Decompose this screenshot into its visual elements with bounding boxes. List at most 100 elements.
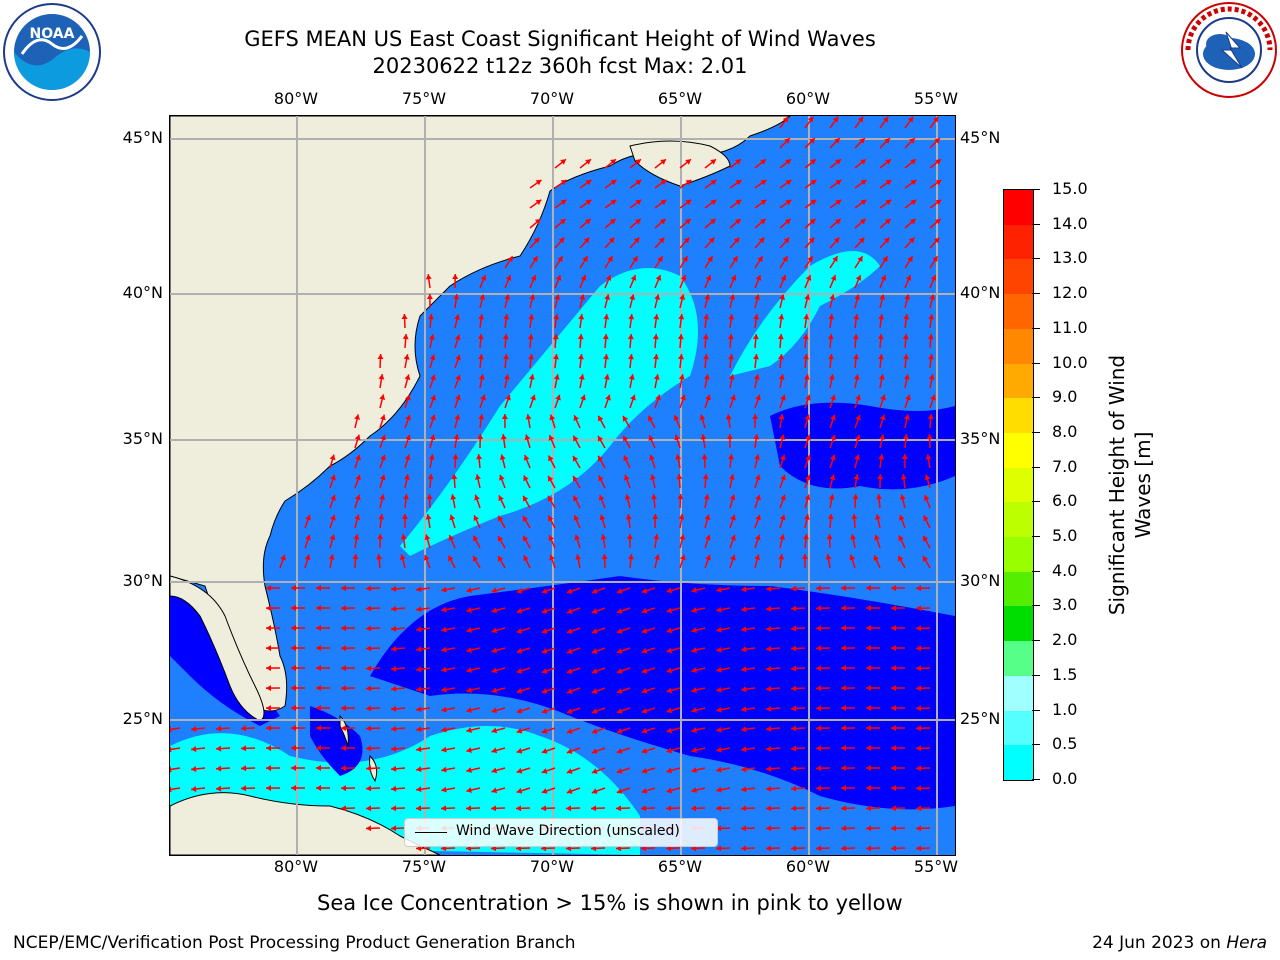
wave-direction-arrow [579, 179, 592, 189]
wave-direction-arrow [854, 454, 861, 469]
wave-direction-arrow [379, 454, 386, 469]
wave-direction-arrow [840, 625, 856, 632]
colorbar-tick-label: 12.0 [1052, 283, 1088, 303]
wave-direction-arrow [729, 554, 736, 569]
wave-direction-arrow [691, 667, 706, 673]
colorbar-tick-mark [1032, 501, 1040, 503]
colorbar-tick-label: 14.0 [1052, 213, 1088, 233]
wave-direction-arrow [765, 605, 781, 612]
wave-direction-arrow [554, 255, 564, 269]
wave-direction-arrow [315, 585, 331, 592]
wave-direction-arrow [651, 493, 658, 509]
wave-direction-arrow [927, 333, 934, 349]
wave-direction-arrow [828, 314, 835, 329]
wave-direction-arrow [865, 785, 881, 792]
lon-tick-top: 55°W [913, 89, 959, 108]
wave-direction-arrow [873, 554, 881, 569]
wave-direction-arrow [878, 354, 884, 369]
colorbar-tick-mark [1032, 640, 1040, 642]
wave-direction-arrow [904, 158, 917, 169]
wave-direction-arrow [577, 333, 584, 349]
wave-direction-arrow [515, 805, 531, 812]
wave-direction-arrow [865, 745, 881, 752]
wave-direction-arrow [170, 746, 181, 753]
wave-direction-arrow [523, 454, 531, 469]
colorbar-tick-label: 6.0 [1052, 491, 1078, 511]
wave-direction-arrow [729, 274, 737, 289]
wave-direction-arrow [915, 845, 931, 852]
wave-direction-arrow [641, 707, 656, 714]
wave-direction-arrow [923, 494, 931, 509]
wave-direction-arrow [840, 745, 856, 752]
wave-direction-arrow [454, 314, 460, 329]
wave-direction-arrow [765, 665, 781, 672]
wave-direction-arrow [654, 158, 667, 169]
wave-direction-arrow [678, 314, 685, 329]
wave-direction-arrow [290, 685, 306, 692]
wave-direction-arrow [404, 454, 411, 469]
wave-direction-arrow [491, 787, 506, 794]
wave-direction-arrow [704, 294, 711, 309]
wave-direction-arrow [390, 625, 406, 632]
svg-text:NOAA: NOAA [30, 26, 75, 42]
wave-direction-arrow [929, 137, 941, 149]
wave-direction-arrow [566, 787, 581, 794]
wave-direction-arrow [365, 645, 381, 652]
wave-direction-arrow [340, 645, 356, 652]
colorbar-tick-label: 10.0 [1052, 352, 1088, 372]
wave-direction-arrow [904, 294, 911, 309]
wave-direction-arrow [854, 274, 862, 289]
wave-direction-arrow [566, 707, 581, 714]
wave-direction-arrow [815, 685, 831, 692]
wave-direction-arrow [790, 585, 806, 592]
wave-direction-arrow [879, 116, 889, 129]
wave-direction-arrow [666, 727, 681, 734]
wave-region-1-1.5m [400, 268, 698, 556]
wave-direction-arrow [828, 354, 834, 369]
wave-direction-arrow [903, 314, 910, 329]
wave-direction-arrow [516, 647, 531, 654]
wave-direction-arrow [340, 725, 356, 732]
lon-tick-bottom: 60°W [785, 857, 831, 876]
wave-direction-arrow [900, 474, 907, 489]
wave-direction-arrow [504, 255, 514, 269]
wave-direction-arrow [679, 394, 686, 409]
wave-direction-arrow [890, 645, 906, 652]
wave-direction-arrow [729, 237, 740, 249]
wave-direction-arrow [804, 394, 811, 409]
wave-direction-arrow [704, 199, 717, 209]
wave-direction-arrow [478, 314, 485, 329]
wave-direction-arrow [365, 585, 381, 592]
wave-direction-arrow [829, 434, 836, 449]
wave-direction-arrow [290, 645, 306, 652]
wave-direction-arrow [441, 786, 456, 793]
wave-direction-arrow [479, 294, 486, 309]
wave-direction-arrow [840, 705, 856, 712]
wave-direction-arrow [654, 237, 665, 249]
wave-direction-arrow [453, 434, 460, 449]
wave-direction-arrow [626, 533, 633, 549]
wave-direction-arrow [528, 354, 534, 369]
wave-direction-arrow [826, 533, 833, 549]
lat-tick-right: 35°N [960, 429, 1001, 448]
wave-direction-arrow [765, 705, 781, 712]
wave-direction-arrow [215, 745, 231, 752]
wave-direction-arrow [599, 514, 606, 529]
wave-direction-arrow [215, 765, 231, 772]
wave-direction-arrow [726, 433, 733, 449]
wave-direction-arrow [915, 745, 931, 752]
wave-direction-arrow [915, 605, 931, 612]
wave-direction-arrow [516, 627, 531, 634]
wave-direction-arrow [926, 433, 933, 449]
wave-direction-arrow [290, 725, 306, 732]
colorbar-band [1004, 467, 1033, 503]
wave-direction-arrow [390, 745, 406, 752]
wave-direction-arrow [416, 586, 431, 593]
wave-direction-arrow [476, 453, 483, 469]
wave-direction-arrow [854, 199, 867, 209]
wave-direction-arrow [716, 686, 731, 693]
lat-tick-left: 25°N [122, 709, 163, 728]
colorbar-tick-label: 15.0 [1052, 179, 1088, 198]
wave-direction-arrow [666, 607, 681, 614]
colorbar-tick-label: 1.5 [1052, 664, 1078, 684]
